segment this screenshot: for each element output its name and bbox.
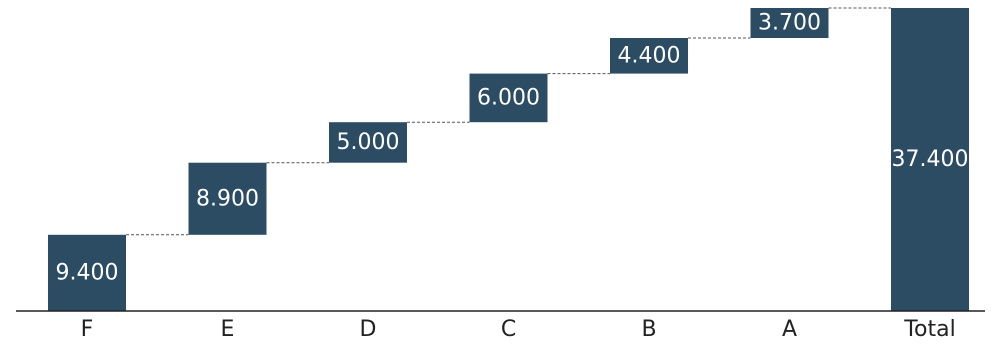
x-tick-label-d: D — [360, 317, 377, 342]
x-tick-label-a: A — [782, 317, 797, 342]
bar-a — [750, 8, 829, 38]
x-tick-label-e: E — [221, 317, 235, 342]
x-tick-labels: F E D C B A Total — [81, 317, 956, 342]
bar-labels: 9.400 8.900 5.000 6.000 4.400 3.700 37.400 — [56, 11, 969, 286]
bar-value-label-e: 8.900 — [196, 186, 259, 211]
bar-f — [48, 234, 126, 311]
bar-c — [469, 73, 548, 123]
bar-total — [891, 8, 969, 311]
bar-value-label-a: 3.700 — [758, 11, 821, 36]
bar-value-label-d: 5.000 — [337, 130, 400, 155]
bar-b — [610, 38, 688, 74]
x-tick-label-b: B — [641, 317, 656, 342]
bar-value-label-b: 4.400 — [618, 43, 681, 68]
x-tick-label-total: Total — [903, 317, 955, 342]
x-tick-label-f: F — [81, 317, 94, 342]
bar-value-label-f: 9.400 — [56, 260, 119, 285]
bar-e — [188, 162, 267, 235]
connector-lines — [126, 7, 891, 236]
bar-value-label-c: 6.000 — [477, 85, 540, 110]
bars — [48, 8, 969, 311]
x-tick-label-c: C — [501, 317, 516, 342]
bar-value-label-total: 37.400 — [892, 147, 969, 172]
bar-d — [329, 122, 407, 163]
